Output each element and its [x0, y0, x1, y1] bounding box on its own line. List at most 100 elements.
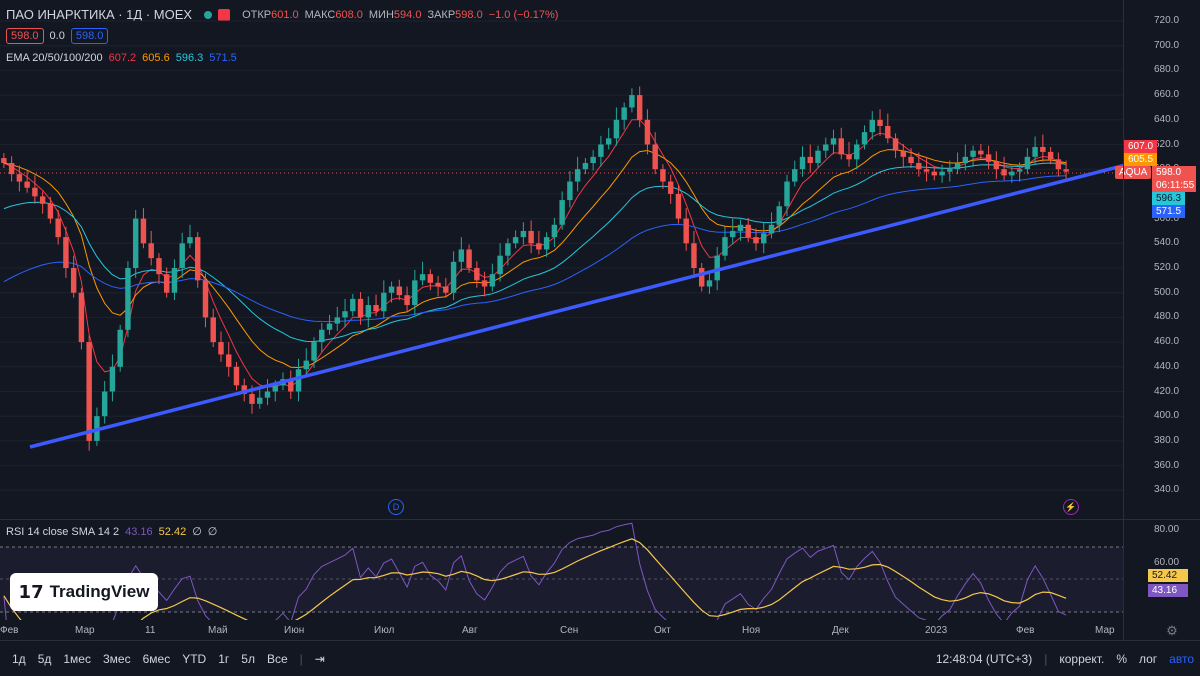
candle-body — [55, 218, 61, 238]
candle-body — [101, 391, 108, 417]
low-value: 594.0 — [393, 8, 422, 21]
rsi-extra-2: ∅ — [207, 526, 218, 538]
candle-body — [939, 171, 945, 176]
candle-body — [1009, 171, 1015, 176]
candle-body — [435, 282, 441, 287]
candle-body — [598, 144, 604, 157]
candle-body — [745, 224, 751, 238]
settings-gear-icon[interactable]: ⚙ — [1166, 623, 1178, 638]
candle-body — [846, 154, 852, 160]
candle-body — [404, 295, 410, 306]
range-button[interactable]: 1д — [12, 651, 26, 666]
candle-body — [854, 144, 860, 160]
percent-button[interactable]: % — [1116, 651, 1127, 666]
ema200-value: 571.5 — [209, 52, 237, 64]
candle-body — [365, 305, 372, 318]
candle-body — [644, 119, 651, 145]
pane-separator[interactable] — [0, 519, 1200, 520]
range-button[interactable]: 5л — [241, 651, 255, 666]
range-button[interactable]: 5д — [37, 651, 52, 666]
time-axis-label: 11 — [145, 625, 156, 636]
ask-box[interactable]: 598.0 — [70, 28, 109, 44]
range-button[interactable]: 6мес — [142, 651, 171, 666]
market-status-icon[interactable] — [204, 10, 213, 19]
candle-body — [39, 196, 46, 204]
time-axis-label: Ноя — [742, 625, 761, 636]
tradingview-logo[interactable]: 𝟭𝟳 TradingView — [10, 573, 158, 611]
range-button[interactable]: YTD — [182, 651, 207, 666]
time-axis[interactable]: Фев Мар 11 Май Июн Июл Авг Сен Окт Ноя Дек 2023 Фев М… — [0, 620, 1123, 640]
candle-body — [249, 393, 255, 404]
ema20-line — [3, 119, 1067, 388]
range-button[interactable]: 1мес — [63, 651, 91, 666]
candle-body — [954, 163, 961, 170]
adjust-button[interactable]: коррект. — [1059, 651, 1105, 666]
candle-body — [792, 169, 798, 182]
price-grid — [0, 20, 1123, 491]
candle-body — [1047, 151, 1054, 160]
range-button[interactable]: 3мес — [102, 651, 131, 666]
log-button[interactable]: лог — [1138, 651, 1158, 666]
auto-button[interactable]: авто — [1169, 651, 1194, 666]
low-label: МИН — [368, 8, 394, 21]
bottom-toolbar: 1д 5д 1мес 3мес 6мес YTD 1г 5л Все | ⇥ 12:48:04 … — [0, 640, 1200, 676]
rsi-line — [3, 522, 1067, 620]
quote-row: 598.0 0.0 598.0 — [6, 28, 109, 44]
candle-body — [551, 224, 558, 238]
range-button[interactable]: 1г — [218, 651, 230, 666]
candle-body — [1001, 169, 1007, 176]
candle-body — [443, 286, 449, 293]
price-axis-label: 480.0 — [1154, 311, 1180, 323]
candle-body — [823, 144, 829, 151]
axis-separator — [1123, 0, 1124, 640]
rsi-legend[interactable]: RSI 14 close SMA 14 2 43.16 52.42 ∅ ∅ — [6, 525, 218, 539]
ema50-tag: 605.5 — [1124, 153, 1158, 166]
trend-line[interactable] — [29, 160, 1123, 449]
candle-body — [722, 237, 728, 256]
alert-icon[interactable] — [218, 8, 231, 21]
candle-body — [1063, 169, 1069, 172]
candle-body — [70, 268, 77, 293]
time-axis-label: Сен — [560, 625, 579, 636]
date-range-icon[interactable]: ⇥ — [314, 651, 325, 666]
candle-body — [807, 156, 813, 164]
candle-body — [32, 187, 38, 197]
rsi-chart[interactable] — [0, 520, 1123, 620]
candle-body — [667, 181, 674, 194]
flash-icon[interactable]: ⚡ — [1063, 499, 1079, 515]
candle-body — [512, 237, 519, 244]
tradingview-logo-icon: 𝟭𝟳 — [18, 581, 44, 602]
range-button[interactable]: Все — [266, 651, 288, 666]
candle-body — [218, 342, 224, 355]
clock[interactable]: 12:48:04 (UTC+3) — [935, 651, 1033, 666]
symbol-title[interactable]: ПАО ИНАРКТИКА · 1Д · MOEX — [6, 7, 193, 22]
bid-box[interactable]: 598.0 — [6, 28, 44, 44]
spread-value: 0.0 — [49, 30, 65, 42]
candle-body — [357, 298, 364, 318]
candle-body — [605, 138, 612, 145]
candle-body — [427, 274, 434, 283]
candle-body — [179, 243, 185, 268]
price-axis[interactable]: 720.0700.0680.0660.0640.0620.0600.0580.0… — [1124, 0, 1200, 519]
candle-body — [210, 317, 216, 343]
candle-body — [698, 268, 705, 287]
candle-body — [326, 323, 333, 330]
candle-body — [78, 292, 85, 343]
candle-body — [187, 237, 193, 244]
price-chart[interactable] — [0, 0, 1123, 519]
range-buttons: 1д 5д 1мес 3мес 6мес YTD 1г 5л Все — [6, 652, 294, 666]
time-axis-label: Фев — [0, 625, 19, 636]
candle-body — [481, 280, 488, 287]
time-axis-label: Май — [208, 625, 228, 636]
ema100-line — [3, 162, 1067, 343]
candle-body — [16, 174, 23, 182]
time-axis-label: Мар — [75, 625, 95, 636]
candle-body — [156, 258, 162, 275]
ema-legend[interactable]: EMA 20/50/100/200 607.2 605.6 596.3 571.… — [6, 52, 237, 64]
candle-body — [567, 181, 573, 201]
candle-body — [319, 329, 325, 343]
candle-body — [892, 138, 899, 151]
price-axis-label: 540.0 — [1154, 237, 1180, 249]
dividend-icon[interactable]: D — [388, 499, 404, 515]
candle-body — [419, 274, 426, 281]
